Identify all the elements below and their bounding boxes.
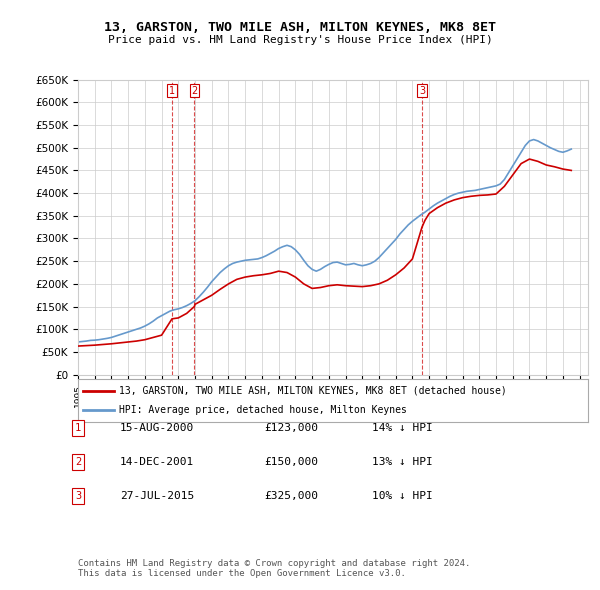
Text: 15-AUG-2000: 15-AUG-2000 [120, 423, 194, 432]
Text: 2: 2 [75, 457, 81, 467]
Text: 14% ↓ HPI: 14% ↓ HPI [372, 423, 433, 432]
Text: 3: 3 [75, 491, 81, 501]
Text: 13% ↓ HPI: 13% ↓ HPI [372, 457, 433, 467]
Text: 2: 2 [191, 86, 197, 96]
Text: 1: 1 [75, 423, 81, 432]
Text: £123,000: £123,000 [264, 423, 318, 432]
Text: Contains HM Land Registry data © Crown copyright and database right 2024.
This d: Contains HM Land Registry data © Crown c… [78, 559, 470, 578]
Text: 13, GARSTON, TWO MILE ASH, MILTON KEYNES, MK8 8ET (detached house): 13, GARSTON, TWO MILE ASH, MILTON KEYNES… [119, 386, 506, 396]
Text: 3: 3 [419, 86, 425, 96]
Text: 1: 1 [169, 86, 175, 96]
Text: 27-JUL-2015: 27-JUL-2015 [120, 491, 194, 501]
Text: £150,000: £150,000 [264, 457, 318, 467]
Text: Price paid vs. HM Land Registry's House Price Index (HPI): Price paid vs. HM Land Registry's House … [107, 35, 493, 45]
Text: HPI: Average price, detached house, Milton Keynes: HPI: Average price, detached house, Milt… [119, 405, 407, 415]
Text: 13, GARSTON, TWO MILE ASH, MILTON KEYNES, MK8 8ET: 13, GARSTON, TWO MILE ASH, MILTON KEYNES… [104, 21, 496, 34]
Text: £325,000: £325,000 [264, 491, 318, 501]
Text: 14-DEC-2001: 14-DEC-2001 [120, 457, 194, 467]
Text: 10% ↓ HPI: 10% ↓ HPI [372, 491, 433, 501]
